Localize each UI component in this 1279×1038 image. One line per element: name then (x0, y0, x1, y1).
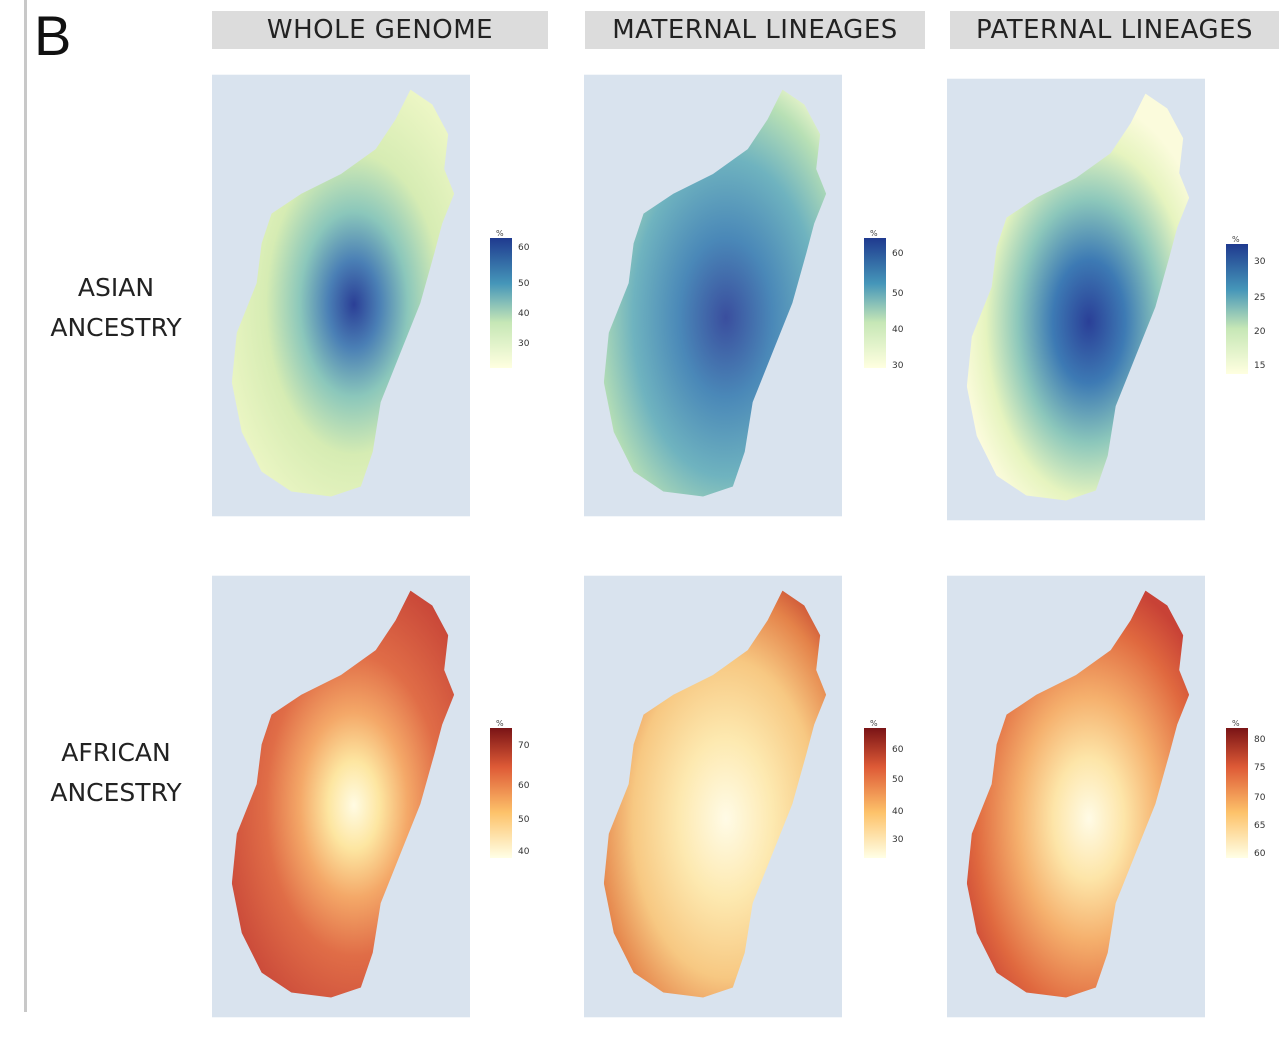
legend-african-whole-genome: % 70 60 50 40 (488, 718, 558, 868)
legend-tick: 40 (518, 309, 530, 319)
map-asian-whole-genome (212, 74, 470, 517)
map-african-paternal (947, 575, 1205, 1018)
panel-divider-line (24, 0, 27, 1012)
legend-tick: 40 (518, 847, 530, 857)
map-asian-maternal (584, 74, 842, 517)
legend-tick: 50 (892, 289, 904, 299)
column-header-maternal-lineages: MATERNAL LINEAGES (585, 11, 925, 49)
madagascar-heatmap-african-whole-genome (212, 575, 470, 1018)
legend-tick: 50 (518, 279, 530, 289)
legend-tick: 50 (518, 815, 530, 825)
legend-tick: 60 (1254, 849, 1266, 859)
legend-tick: 60 (892, 745, 904, 755)
legend-tick: 40 (892, 807, 904, 817)
legend-colorbar (490, 728, 512, 858)
row-label-asian-ancestry: ASIAN ANCESTRY (30, 268, 202, 348)
legend-unit: % (1232, 719, 1240, 728)
legend-asian-whole-genome: % 60 50 40 30 (488, 228, 558, 378)
map-african-maternal (584, 575, 842, 1018)
column-header-paternal-lineages: PATERNAL LINEAGES (950, 11, 1279, 49)
madagascar-heatmap-asian-whole-genome (212, 74, 470, 517)
legend-african-paternal: % 80 75 70 65 60 (1224, 718, 1279, 868)
madagascar-heatmap-african-maternal (584, 575, 842, 1018)
legend-tick: 30 (1254, 257, 1266, 267)
legend-colorbar (490, 238, 512, 368)
row-label-line: ASIAN (77, 273, 155, 302)
legend-unit: % (870, 229, 878, 238)
legend-unit: % (870, 719, 878, 728)
legend-colorbar (864, 238, 886, 368)
legend-african-maternal: % 60 50 40 30 (862, 718, 932, 868)
legend-tick: 30 (892, 361, 904, 371)
legend-tick: 50 (892, 775, 904, 785)
legend-tick: 70 (1254, 793, 1266, 803)
madagascar-heatmap-african-paternal (947, 575, 1205, 1018)
row-label-line: ANCESTRY (50, 313, 182, 342)
legend-unit: % (1232, 235, 1240, 244)
legend-asian-maternal: % 60 50 40 30 (862, 228, 932, 378)
legend-colorbar (1226, 728, 1248, 858)
madagascar-heatmap-asian-maternal (584, 74, 842, 517)
legend-tick: 30 (518, 339, 530, 349)
row-label-line: ANCESTRY (50, 778, 182, 807)
legend-tick: 40 (892, 325, 904, 335)
legend-tick: 30 (892, 835, 904, 845)
legend-tick: 75 (1254, 763, 1265, 773)
row-label-african-ancestry: AFRICAN ANCESTRY (30, 733, 202, 813)
legend-unit: % (496, 719, 504, 728)
legend-colorbar (1226, 244, 1248, 374)
legend-colorbar (864, 728, 886, 858)
map-african-whole-genome (212, 575, 470, 1018)
legend-tick: 65 (1254, 821, 1265, 831)
legend-tick: 60 (518, 781, 530, 791)
column-header-whole-genome: WHOLE GENOME (212, 11, 548, 49)
legend-tick: 15 (1254, 361, 1265, 371)
row-label-line: AFRICAN (61, 738, 171, 767)
legend-asian-paternal: % 30 25 20 15 (1224, 234, 1279, 384)
legend-tick: 20 (1254, 327, 1266, 337)
legend-unit: % (496, 229, 504, 238)
panel-letter: B (34, 4, 72, 67)
legend-tick: 60 (892, 249, 904, 259)
legend-tick: 70 (518, 741, 530, 751)
madagascar-heatmap-asian-paternal (947, 78, 1205, 521)
legend-tick: 25 (1254, 293, 1265, 303)
map-asian-paternal (947, 78, 1205, 521)
legend-tick: 60 (518, 243, 530, 253)
legend-tick: 80 (1254, 735, 1266, 745)
